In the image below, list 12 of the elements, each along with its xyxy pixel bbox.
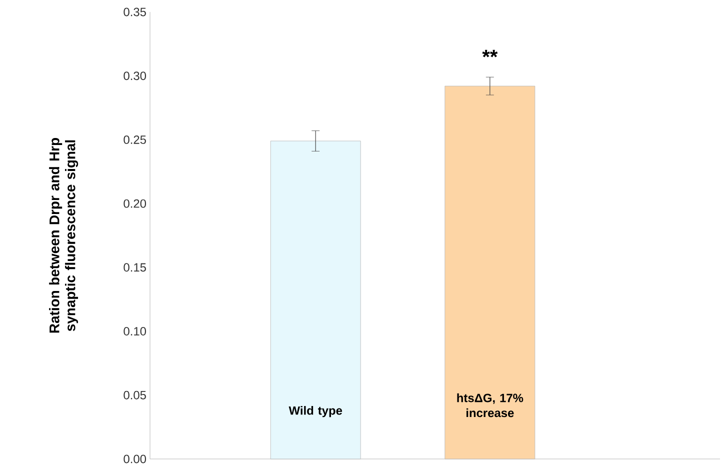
y-tick-label: 0.30 (124, 72, 146, 80)
y-tick-label: 0.00 (124, 454, 146, 464)
y-tick-label: 0.05 (124, 390, 146, 400)
x-tick-label: Wild type (288, 406, 342, 418)
annotation: ** (482, 50, 498, 58)
y-tick-label: 0.35 (124, 8, 146, 16)
y-tick-label: 0.10 (124, 327, 146, 336)
y-tick-label: 0.25 (124, 135, 146, 144)
y-tick-label: 0.15 (124, 263, 146, 272)
y-tick-label: 0.20 (124, 199, 146, 208)
x-tick-label: htsΔG, 17% increase (457, 393, 524, 418)
y-axis-title: Ration between Drpr and Hrp synaptic fluorescence signal (49, 138, 78, 333)
